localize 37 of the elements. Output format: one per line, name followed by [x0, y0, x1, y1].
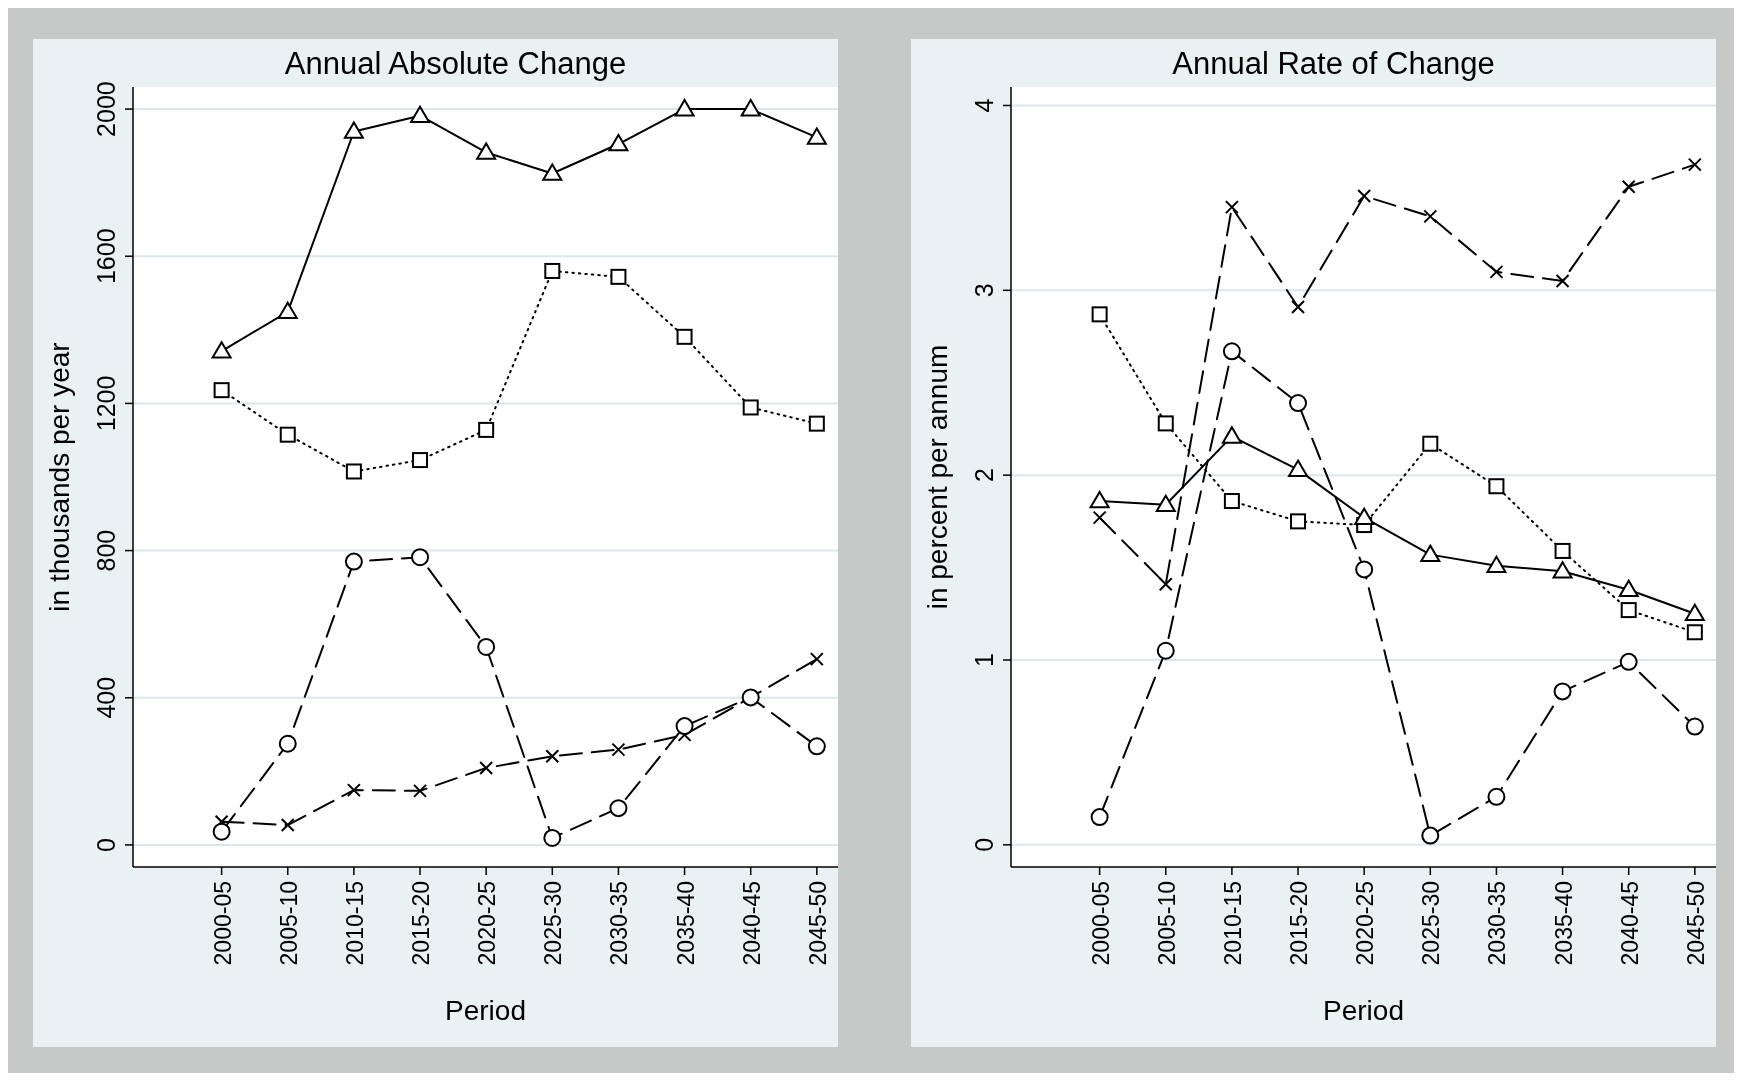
x-tick-label: 2030-35 — [606, 881, 633, 966]
x-tick-label: 2020-25 — [1352, 881, 1379, 966]
x-tick-label: 2045-50 — [1682, 881, 1709, 966]
x-tick-label: 2000-05 — [1087, 881, 1114, 966]
y-tick-label: 2000 — [92, 81, 120, 137]
y-tick-label: 1200 — [92, 375, 120, 432]
y-tick-label: 0 — [92, 837, 120, 852]
x-tick-label: 2040-45 — [1616, 881, 1643, 966]
x-tick-label: 2030-35 — [1484, 881, 1511, 966]
x-tick-label: 2005-10 — [275, 881, 302, 966]
x-axis-title: Period — [1323, 995, 1404, 1026]
x-tick-label: 2025-30 — [540, 881, 567, 966]
y-tick-label: 3 — [970, 283, 998, 298]
x-tick-label: 2010-15 — [341, 881, 368, 966]
y-tick-label: 4 — [970, 98, 998, 113]
x-tick-label: 2015-20 — [1286, 881, 1313, 966]
chart-title: Annual Absolute Change — [284, 46, 627, 81]
y-tick-label: 2 — [970, 468, 998, 483]
y-tick-label: 1600 — [92, 228, 120, 285]
x-axis-title: Period — [445, 995, 526, 1026]
x-tick-label: 2045-50 — [804, 881, 831, 966]
x-tick-label: 2015-20 — [408, 881, 435, 966]
x-tick-label: 2005-10 — [1153, 881, 1180, 966]
y-tick-label: 0 — [970, 837, 998, 852]
x-tick-label: 2040-45 — [738, 881, 765, 966]
chart-title: Annual Rate of Change — [1172, 46, 1495, 81]
x-tick-label: 2025-30 — [1418, 881, 1445, 966]
x-tick-label: 2000-05 — [209, 881, 236, 966]
x-tick-label: 2010-15 — [1219, 881, 1246, 966]
y-tick-label: 800 — [92, 529, 120, 572]
y-tick-label: 400 — [92, 676, 120, 719]
x-tick-label: 2020-25 — [474, 881, 501, 966]
y-tick-label: 1 — [970, 653, 998, 667]
y-axis-title: in percent per annum — [922, 344, 953, 610]
y-axis-title: in thousands per year — [44, 342, 75, 612]
x-tick-label: 2035-40 — [672, 881, 699, 966]
x-tick-label: 2035-40 — [1550, 881, 1577, 966]
